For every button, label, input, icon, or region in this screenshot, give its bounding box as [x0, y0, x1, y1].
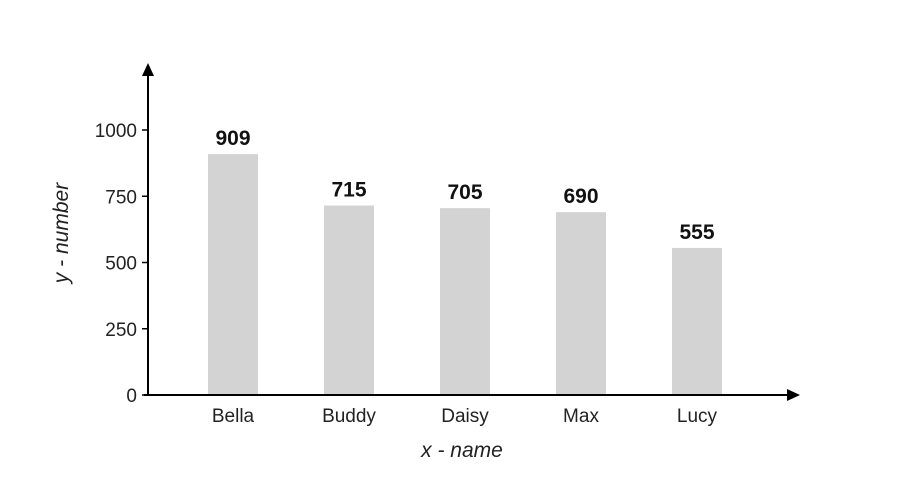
bar-value-label: 909: [215, 127, 250, 150]
y-ticks-layer: 0 250 500 750 1000: [95, 121, 148, 407]
y-tick-label: 1000: [95, 121, 137, 142]
bar: [440, 208, 490, 395]
bar: [556, 212, 606, 395]
bar-value-label: 715: [331, 179, 366, 202]
x-tick-label: Max: [563, 406, 599, 427]
y-axis-arrow-icon: [142, 63, 154, 76]
x-tick-label: Lucy: [677, 406, 718, 427]
y-tick-label: 750: [105, 187, 137, 208]
x-axis-arrow-icon: [787, 389, 800, 401]
y-tick-label: 500: [105, 254, 137, 275]
bar-value-label: 690: [563, 185, 598, 208]
bar-value-label: 555: [679, 221, 714, 244]
y-tick-label: 0: [126, 386, 137, 407]
bar: [324, 205, 374, 395]
bars-layer: [208, 154, 722, 395]
y-axis-title: y - number: [50, 182, 73, 285]
bar: [672, 247, 722, 395]
x-tick-label: Daisy: [441, 406, 489, 427]
bar-value-label: 705: [447, 181, 482, 204]
y-tick-label: 250: [105, 320, 137, 341]
labels-layer: 909 Bella 715 Buddy 705 Daisy 690 Max 555 Lucy: [212, 127, 718, 427]
bar: [208, 154, 258, 395]
x-tick-label: Buddy: [322, 406, 376, 427]
x-tick-label: Bella: [212, 406, 255, 427]
x-axis-title: x - name: [420, 439, 503, 462]
